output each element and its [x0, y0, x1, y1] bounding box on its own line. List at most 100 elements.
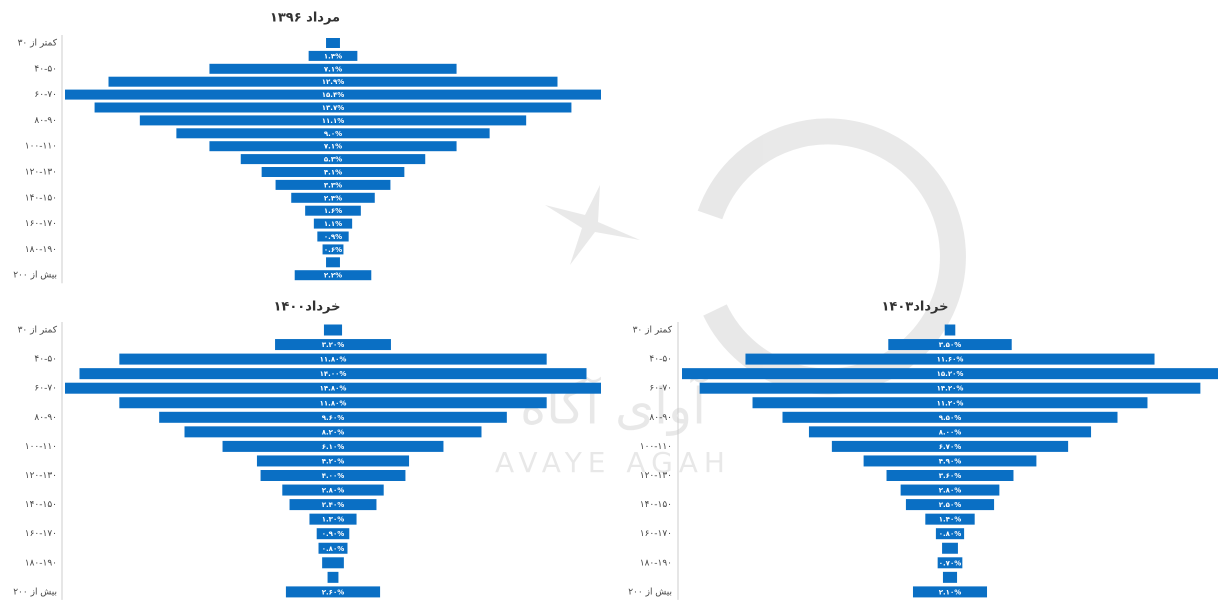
category-label: ۱۴۰-۱۵۰: [25, 500, 57, 510]
chart-title: خرداد۱۴۰۰: [273, 300, 340, 315]
value-label: ۳.۵۰%: [939, 341, 962, 349]
value-label: ۲.۴۰%: [322, 501, 345, 509]
value-label: ۱۴.۰۰%: [320, 370, 347, 378]
category-label: ۱۲۰-۱۳۰: [25, 471, 57, 481]
category-label: ۶۰-۷۰: [34, 384, 57, 394]
bar: [184, 426, 482, 438]
bar: [912, 586, 988, 598]
bar: [888, 339, 1012, 351]
bar: [275, 339, 391, 351]
chart-title: مرداد ۱۳۹۶: [270, 11, 340, 26]
category-label: ۱۰۰-۱۱۰: [640, 442, 672, 452]
category-label: بیش از ۲۰۰: [13, 587, 57, 597]
category-label: کمتر از ۳۰: [633, 326, 673, 336]
bar: [782, 411, 1118, 423]
value-label: ۱۱.۶۰%: [937, 356, 964, 364]
bar: [94, 102, 572, 113]
chart-title: خرداد۱۴۰۳: [881, 300, 948, 315]
bar: [65, 382, 601, 394]
value-label: ۶.۷۰%: [939, 443, 962, 451]
bar: [209, 141, 457, 152]
value-label: ۹.۵۰%: [939, 414, 962, 422]
category-label: بیش از ۲۰۰: [628, 587, 672, 597]
category-label: ۶۰-۷۰: [34, 90, 57, 100]
bar: [925, 513, 975, 525]
bar: [119, 353, 547, 365]
value-label: ۰.۷۰%: [939, 559, 962, 567]
value-label: ۱.۳۰%: [322, 516, 345, 524]
value-label: ۰.۸۰%: [939, 530, 962, 538]
bar: [317, 231, 349, 242]
bar: [699, 382, 1201, 394]
chart: مرداد ۱۳۹۶ کمتر از ۳۰ ۱.۴% ۷.۱% ۴۰-۵۰ ۱۲.۹% ۱۵…: [13, 11, 601, 284]
bar: [944, 324, 956, 336]
value-label: ۴.۹۰%: [939, 457, 962, 465]
bar: [308, 50, 358, 61]
value-label: ۰.۸۰%: [322, 545, 345, 553]
category-label: ۱۸۰-۱۹۰: [25, 245, 57, 255]
category-label: ۱۶۰-۱۷۰: [640, 529, 672, 539]
value-label: ۴.۱%: [324, 169, 342, 177]
bar: [209, 63, 457, 74]
bar: [316, 528, 350, 540]
value-label: ۱۳.۷%: [322, 104, 345, 112]
category-label: ۱۲۰-۱۳۰: [640, 471, 672, 481]
bar: [900, 484, 1000, 496]
bar: [808, 426, 1092, 438]
bar: [886, 470, 1014, 481]
value-label: ۱۲.۹%: [322, 78, 345, 86]
category-label: ۱۶۰-۱۷۰: [25, 529, 57, 539]
value-label: ۲.۱۰%: [939, 588, 962, 596]
value-label: ۲.۵۰%: [939, 501, 962, 509]
bar: [289, 499, 377, 511]
bar: [942, 542, 958, 554]
value-label: ۱۱.۸۰%: [320, 356, 347, 364]
value-label: ۱۴.۸۰%: [320, 385, 347, 393]
category-label: ۴۰-۵۰: [649, 355, 672, 365]
bar: [139, 115, 527, 126]
category-label: ۴۰-۵۰: [34, 355, 57, 365]
value-label: ۱.۱%: [324, 220, 342, 228]
bar: [294, 270, 372, 281]
category-label: بیش از ۲۰۰: [13, 271, 57, 281]
bar: [256, 455, 410, 467]
value-label: ۲.۶۰%: [322, 588, 345, 596]
value-label: ۱.۴۰%: [939, 516, 962, 524]
bar: [326, 38, 340, 48]
bar: [322, 244, 344, 255]
watermark-latin: AVAYE AGAH: [495, 446, 731, 479]
bar: [318, 542, 348, 554]
value-label: ۳.۳%: [324, 181, 342, 189]
category-label: ۸۰-۹۰: [649, 413, 672, 423]
bar: [159, 411, 507, 423]
category-label: ۱۸۰-۱۹۰: [640, 558, 672, 568]
category-label: ۱۸۰-۱۹۰: [25, 558, 57, 568]
bar: [119, 397, 547, 409]
value-label: ۴.۰۰%: [322, 472, 345, 480]
bar: [831, 440, 1069, 452]
category-label: ۶۰-۷۰: [649, 384, 672, 394]
bar: [282, 484, 384, 496]
bar: [323, 324, 343, 336]
value-label: ۷.۱%: [324, 65, 342, 73]
bar: [937, 557, 963, 569]
value-label: ۲.۸۰%: [939, 487, 962, 495]
bar: [305, 205, 361, 216]
bar: [240, 154, 426, 165]
value-label: ۲.۴%: [324, 194, 342, 202]
value-label: ۱۱.۱%: [322, 117, 345, 125]
value-label: ۱.۶%: [324, 207, 342, 215]
category-label: کمتر از ۳۰: [18, 326, 58, 336]
bar: [222, 440, 444, 452]
value-label: ۸.۲۰%: [322, 428, 345, 436]
bar: [905, 499, 995, 511]
value-label: ۹.۶۰%: [322, 414, 345, 422]
bar: [745, 353, 1155, 365]
logo-star: [545, 185, 640, 265]
category-label: کمتر از ۳۰: [18, 39, 58, 49]
value-label: ۱۵.۲۰%: [937, 370, 964, 378]
value-label: ۹.۰%: [324, 130, 342, 138]
bar: [313, 218, 353, 229]
bar: [65, 89, 601, 100]
value-label: ۷.۱%: [324, 143, 342, 151]
